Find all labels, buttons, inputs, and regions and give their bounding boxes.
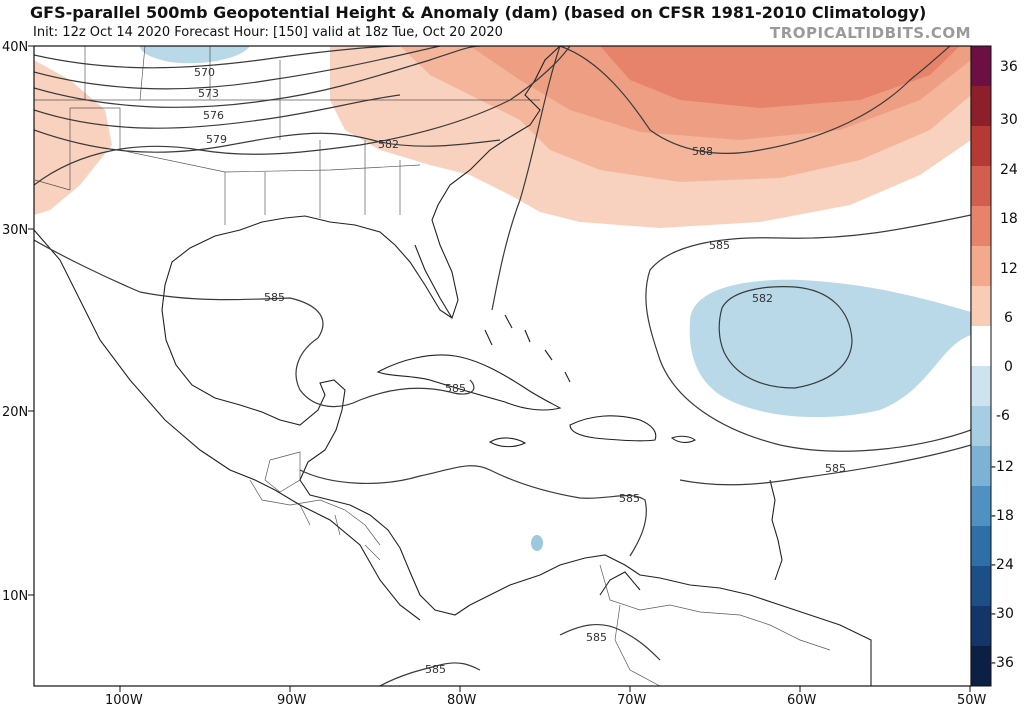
colorbar-label: 6 [1004, 310, 1013, 326]
colorbar-swatch [971, 606, 991, 647]
colorbar-label: 0 [1004, 359, 1013, 375]
colorbar-label: 12 [1000, 261, 1018, 277]
colorbar-label: 30 [1000, 112, 1018, 128]
colorbar-swatch [971, 366, 991, 407]
map-subtitle: Init: 12z Oct 14 2020 Forecast Hour: [15… [33, 25, 503, 40]
contour-label: 576 [203, 109, 224, 122]
lon-label: 60W [787, 693, 817, 706]
contour-label: 585 [709, 239, 730, 252]
lon-ticks [119, 686, 971, 692]
colorbar-swatch [971, 486, 991, 527]
positive-anomaly-core [600, 46, 960, 108]
colorbar-label: 18 [1000, 211, 1018, 227]
contour-label: 582 [752, 292, 773, 305]
colorbar-swatch [971, 46, 991, 87]
colorbar-label: -18 [991, 508, 1014, 524]
contour-label: 585 [619, 492, 640, 505]
colorbar-label: 24 [1000, 162, 1018, 178]
colorbar-label: -6 [996, 408, 1010, 424]
lon-label: 50W [957, 693, 987, 706]
lat-label: 40N [2, 40, 28, 55]
colorbar-swatch [971, 406, 991, 447]
colorbar-label: -12 [991, 459, 1014, 475]
colorbar-label: -36 [991, 655, 1014, 671]
colorbar-label: -30 [991, 606, 1014, 622]
colorbar-swatch [971, 166, 991, 207]
contour-label: 570 [194, 66, 215, 79]
lat-label: 30N [2, 223, 28, 238]
negative-anomaly-small [531, 535, 543, 551]
lat-ticks [28, 45, 34, 596]
contour-label: 588 [692, 145, 713, 158]
contour-label: 585 [425, 663, 446, 676]
contour-label: 582 [378, 138, 399, 151]
contour-label: 573 [198, 87, 219, 100]
lat-label: 20N [2, 405, 28, 420]
lat-label: 10N [2, 589, 28, 604]
contour-label: 585 [445, 382, 466, 395]
contour-label: 585 [825, 462, 846, 475]
lon-label: 100W [105, 693, 143, 706]
contour-labels: 570 573 576 579 582 585 585 585 588 582 … [194, 66, 846, 676]
coastlines [34, 46, 872, 686]
contour-label: 579 [206, 133, 227, 146]
brand-watermark: TROPICALTIDBITS.COM [770, 24, 971, 42]
colorbar-swatch [971, 126, 991, 167]
colorbar-swatch [971, 246, 991, 287]
colorbar-swatch [971, 566, 991, 607]
colorbar-labels: 36 30 24 18 12 6 0 -6 -12 -18 -24 -30 -3… [991, 59, 1018, 671]
lon-label: 70W [617, 693, 647, 706]
borders [34, 46, 831, 686]
positive-anomaly-west [34, 60, 112, 215]
colorbar-frame [970, 45, 992, 687]
colorbar-swatch [971, 206, 991, 247]
colorbar-swatch [971, 446, 991, 487]
colorbar-swatch [971, 326, 991, 367]
lon-label: 80W [447, 693, 477, 706]
contour-label: 585 [586, 631, 607, 644]
colorbar [971, 46, 991, 687]
negative-anomaly-north [140, 46, 250, 64]
lon-label: 90W [277, 693, 307, 706]
colorbar-swatch [971, 286, 991, 327]
colorbar-swatch [971, 86, 991, 127]
contour-label: 585 [264, 291, 285, 304]
colorbar-label: -24 [991, 557, 1014, 573]
map-title: GFS-parallel 500mb Geopotential Height &… [30, 3, 927, 22]
colorbar-swatch [971, 526, 991, 567]
colorbar-swatch [971, 646, 991, 687]
height-contours [34, 46, 971, 686]
colorbar-label: 36 [1000, 59, 1018, 75]
